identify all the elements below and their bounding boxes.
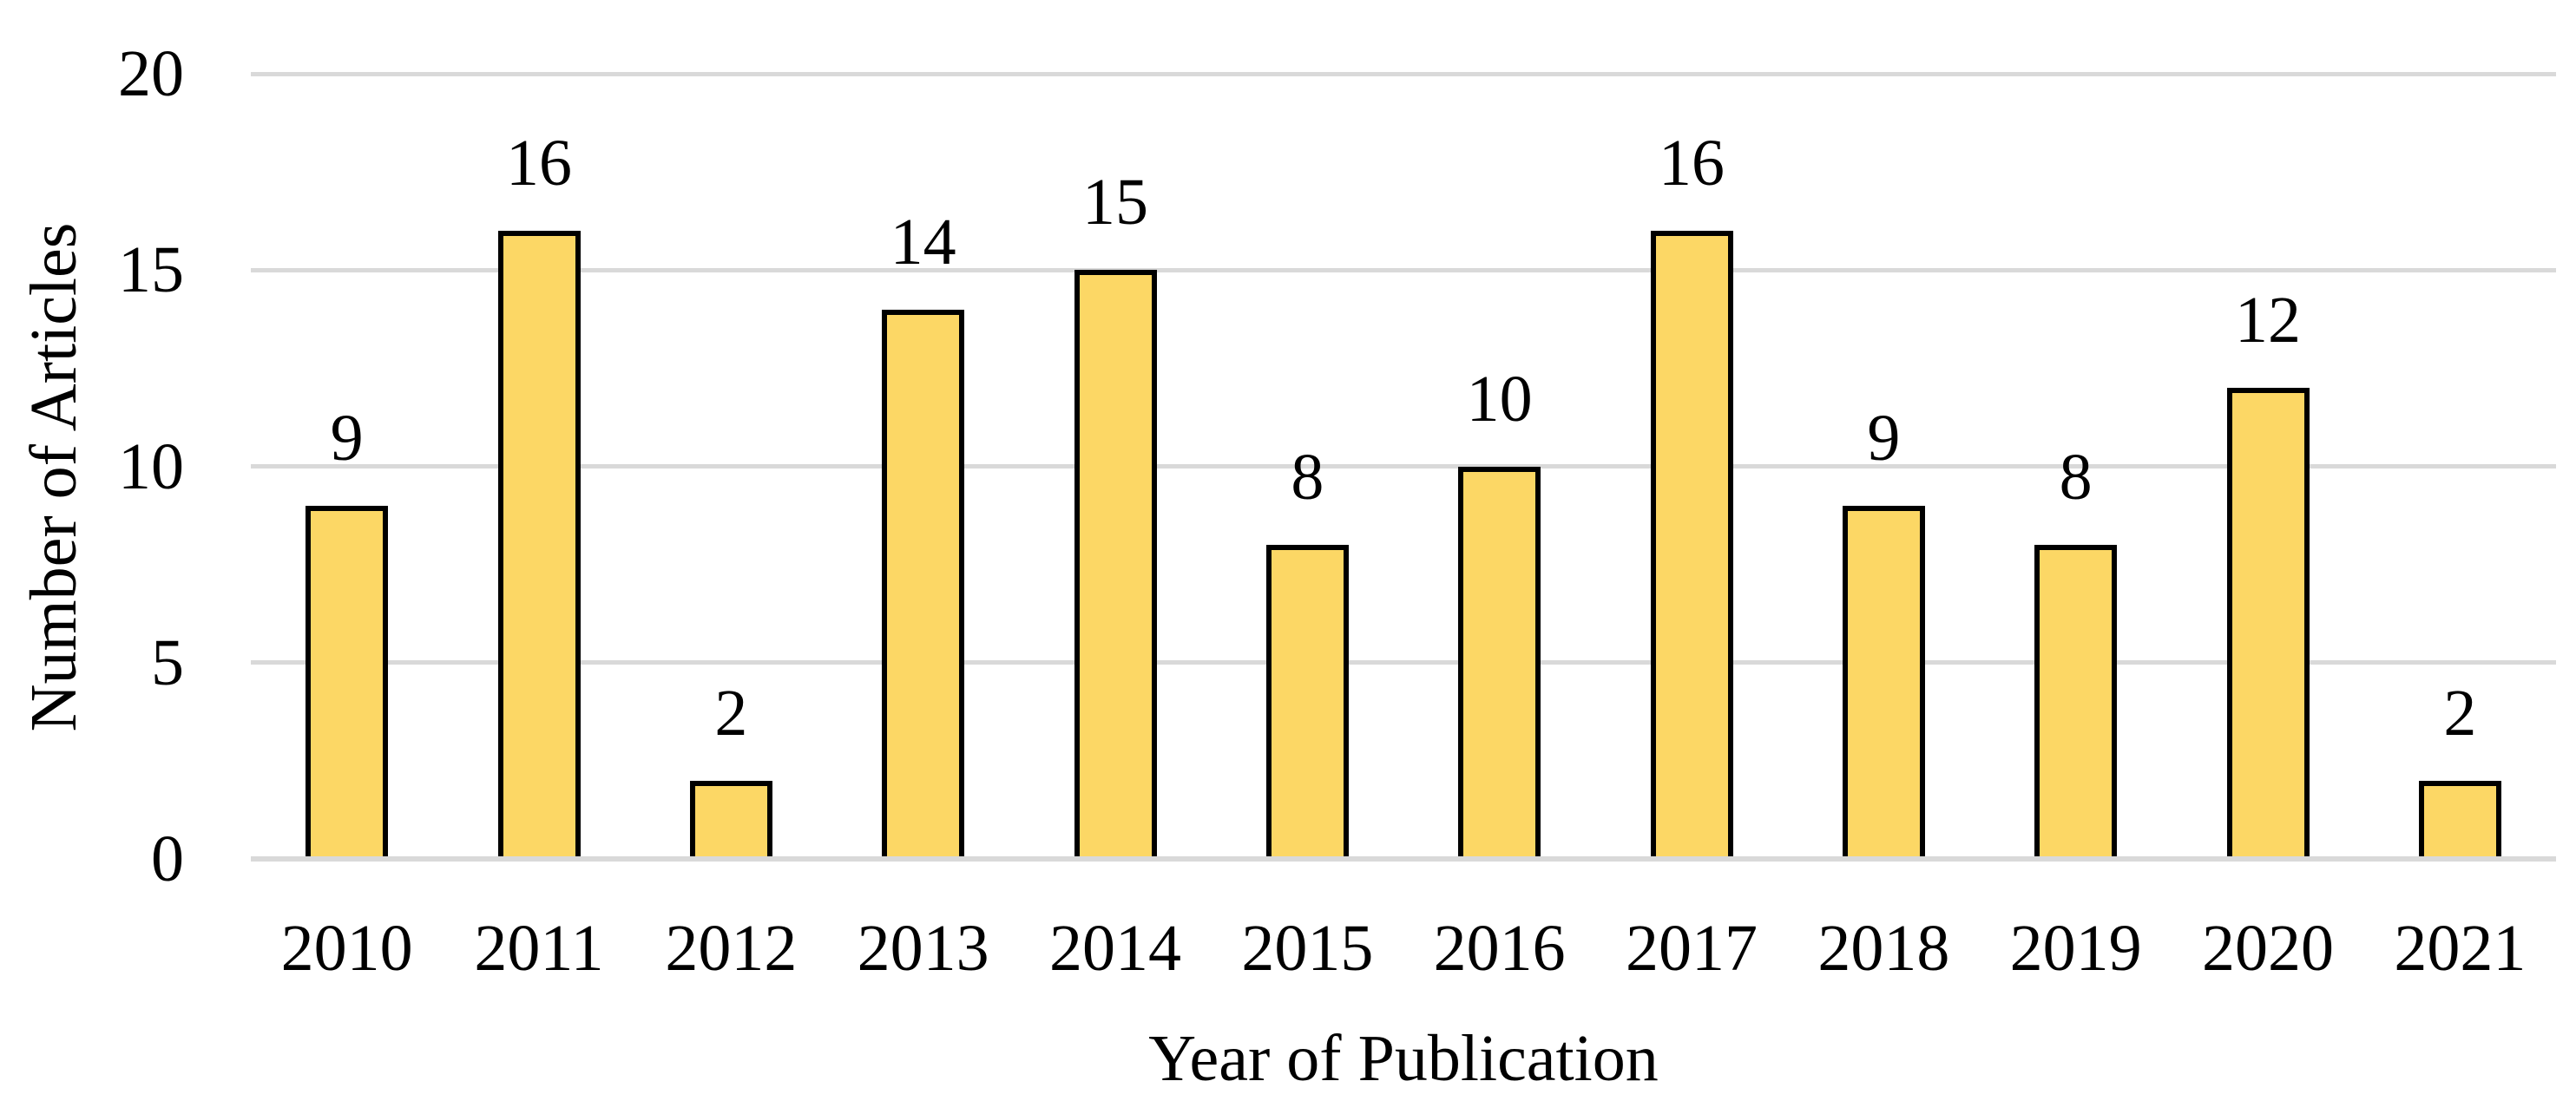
bar-value-label: 10 xyxy=(1466,362,1533,436)
x-tick-label: 2016 xyxy=(1433,912,1566,985)
bar-value-label: 9 xyxy=(330,401,364,475)
bar-2018 xyxy=(1842,505,1925,859)
bar-value-label: 12 xyxy=(2235,284,2301,357)
x-axis-title: Year of Publication xyxy=(1148,1022,1659,1095)
bar-2017 xyxy=(1650,231,1733,859)
y-tick-label: 15 xyxy=(118,233,184,307)
bar-2010 xyxy=(306,505,389,859)
bar-2021 xyxy=(2418,780,2501,859)
y-tick-label: 5 xyxy=(151,626,184,699)
bar-value-label: 16 xyxy=(1659,127,1725,200)
x-tick-label: 2021 xyxy=(2394,912,2527,985)
bar-value-label: 16 xyxy=(506,127,572,200)
y-tick-label: 10 xyxy=(118,429,184,503)
x-tick-label: 2010 xyxy=(280,912,413,985)
x-tick-label: 2012 xyxy=(665,912,798,985)
gridline xyxy=(251,660,2556,665)
bar-2011 xyxy=(497,231,581,859)
bar-2015 xyxy=(1265,545,1349,859)
gridline xyxy=(251,267,2556,272)
bar-value-label: 14 xyxy=(890,205,956,278)
x-tick-label: 2018 xyxy=(1817,912,1950,985)
bar-2014 xyxy=(1074,270,1157,859)
bar-value-label: 2 xyxy=(714,676,748,750)
y-tick-label: 20 xyxy=(118,37,184,110)
bar-2013 xyxy=(882,309,965,859)
bar-value-label: 8 xyxy=(2059,441,2093,514)
bar-2019 xyxy=(2034,545,2118,859)
bar-value-label: 8 xyxy=(1291,441,1324,514)
bar-2020 xyxy=(2226,388,2310,859)
bar-value-label: 15 xyxy=(1082,166,1148,239)
x-tick-label: 2019 xyxy=(2009,912,2142,985)
bar-2012 xyxy=(689,780,772,859)
x-tick-label: 2020 xyxy=(2202,912,2334,985)
bar-value-label: 2 xyxy=(2443,676,2477,750)
plot-area: 0 5 10 15 20 9 2010 16 2011 2 2012 14 2013 15 2014 8 201… xyxy=(118,41,2556,981)
x-tick-label: 2017 xyxy=(1626,912,1758,985)
y-tick-label: 0 xyxy=(151,822,184,895)
x-tick-label: 2013 xyxy=(857,912,989,985)
bar-2016 xyxy=(1458,466,1541,859)
gridline xyxy=(251,464,2556,469)
x-tick-label: 2011 xyxy=(474,912,604,985)
gridline xyxy=(251,71,2556,76)
x-tick-label: 2015 xyxy=(1241,912,1374,985)
x-axis-line xyxy=(251,856,2556,862)
bar-value-label: 9 xyxy=(1867,401,1901,475)
x-tick-label: 2014 xyxy=(1049,912,1181,985)
